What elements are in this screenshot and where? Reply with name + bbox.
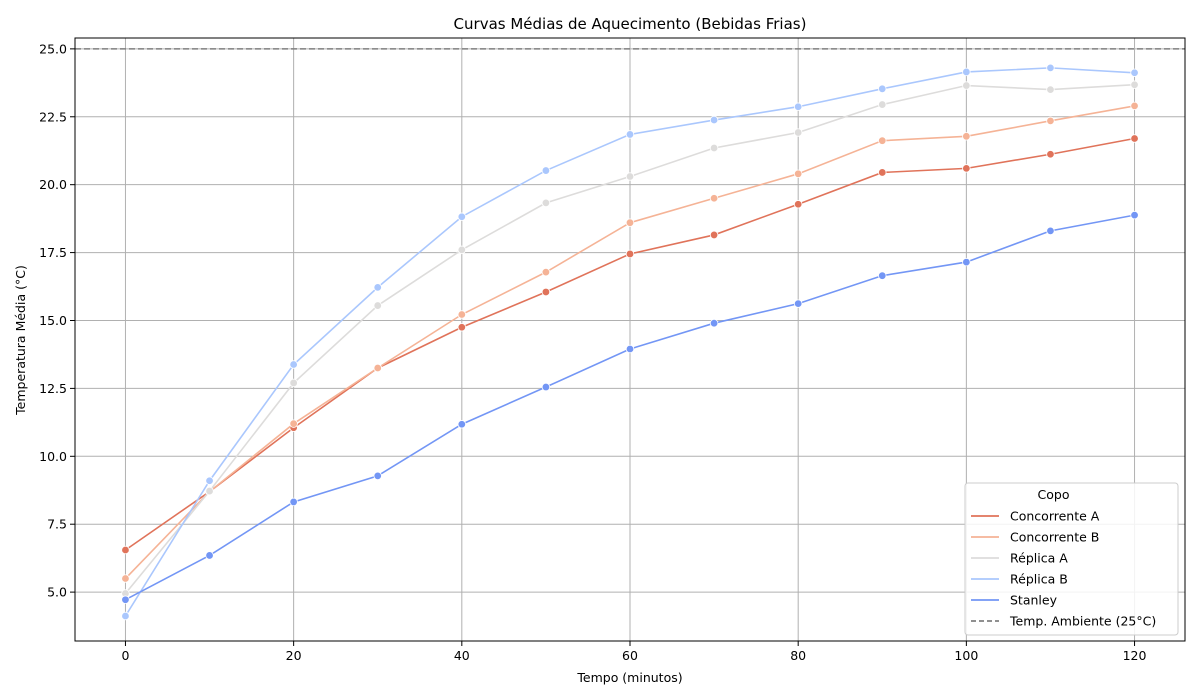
y-tick-label: 15.0 — [39, 313, 67, 328]
data-point — [457, 212, 467, 221]
data-point — [1046, 150, 1055, 159]
data-point — [121, 595, 130, 604]
data-point — [793, 200, 803, 209]
data-point — [289, 378, 298, 388]
data-point — [709, 230, 719, 240]
data-point — [205, 476, 214, 485]
data-point — [878, 136, 887, 145]
data-point — [457, 245, 467, 255]
data-point — [793, 102, 803, 111]
data-point — [373, 283, 382, 292]
legend-title: Copo — [1038, 487, 1070, 502]
legend-label: Stanley — [1010, 593, 1058, 608]
x-tick-label: 120 — [1123, 648, 1147, 663]
series-stanley — [121, 210, 1139, 604]
data-point — [793, 169, 803, 179]
y-tick-label: 12.5 — [39, 381, 67, 396]
legend-box — [964, 482, 1179, 636]
data-point — [625, 218, 635, 227]
data-point — [1046, 116, 1055, 126]
data-point — [289, 419, 298, 428]
data-point — [1130, 101, 1139, 111]
series-layer — [121, 63, 1139, 621]
data-point — [121, 545, 130, 555]
data-point — [1046, 85, 1055, 94]
legend: Copo Concorrente A Concorrente B Réplica A R… — [964, 482, 1179, 636]
data-point — [878, 168, 887, 177]
data-point — [625, 249, 635, 259]
series-replica-a — [121, 80, 1139, 598]
data-point — [709, 143, 719, 153]
data-point — [878, 271, 887, 280]
data-point — [289, 360, 298, 369]
data-point — [457, 310, 467, 319]
y-tick-label: 5.0 — [47, 585, 67, 600]
data-point — [625, 172, 635, 181]
data-point — [457, 420, 467, 429]
x-tick-label: 80 — [790, 648, 806, 663]
data-point — [289, 497, 298, 507]
x-tick-label: 40 — [454, 648, 470, 663]
data-point — [1130, 68, 1139, 77]
data-point — [878, 84, 887, 93]
data-point — [121, 574, 130, 583]
legend-label: Concorrente A — [1010, 509, 1100, 524]
data-point — [962, 67, 971, 77]
x-axis-label: Tempo (minutos) — [576, 670, 682, 685]
data-point — [373, 363, 382, 373]
data-point — [878, 100, 887, 109]
legend-label: Concorrente B — [1010, 530, 1099, 545]
chart-title: Curvas Médias de Aquecimento (Bebidas Fr… — [454, 15, 807, 33]
data-point — [1046, 63, 1055, 73]
legend-label: Temp. Ambiente (25°C) — [1009, 614, 1156, 629]
data-point — [541, 287, 551, 297]
ticks: 0 20 40 60 80 100 120 5.0 7.5 10.0 12.5 15.0 17.5 20.… — [39, 41, 1146, 663]
data-point — [1130, 134, 1139, 143]
data-point — [457, 323, 467, 332]
data-point — [1046, 226, 1055, 236]
y-tick-label: 25.0 — [39, 41, 67, 56]
data-point — [709, 194, 719, 203]
data-point — [1130, 80, 1139, 89]
x-tick-label: 0 — [121, 648, 129, 663]
data-point — [373, 301, 382, 310]
x-tick-label: 20 — [286, 648, 302, 663]
data-point — [541, 166, 551, 175]
series-replica-b — [121, 63, 1139, 621]
y-tick-label: 7.5 — [47, 517, 67, 532]
data-point — [625, 344, 635, 354]
y-tick-label: 22.5 — [39, 109, 67, 124]
data-point — [625, 130, 635, 139]
y-tick-label: 17.5 — [39, 245, 67, 260]
legend-label: Réplica B — [1010, 572, 1068, 587]
series-concorrente-b — [121, 101, 1139, 583]
data-point — [1130, 210, 1139, 220]
legend-label: Réplica A — [1010, 551, 1068, 566]
data-point — [962, 81, 971, 90]
y-tick-label: 20.0 — [39, 177, 67, 192]
data-point — [541, 198, 551, 208]
data-point — [793, 128, 803, 137]
data-point — [205, 486, 214, 496]
data-point — [709, 319, 719, 328]
data-point — [962, 257, 971, 267]
data-point — [541, 382, 551, 392]
y-axis-label: Temperatura Média (°C) — [13, 265, 28, 416]
data-point — [709, 115, 719, 125]
y-tick-label: 10.0 — [39, 449, 67, 464]
data-point — [541, 267, 551, 277]
data-point — [962, 132, 971, 141]
data-point — [793, 299, 803, 308]
data-point — [205, 551, 214, 560]
data-point — [373, 471, 382, 481]
data-point — [962, 164, 971, 173]
x-tick-label: 60 — [622, 648, 638, 663]
data-point — [121, 611, 130, 621]
x-tick-label: 100 — [954, 648, 978, 663]
